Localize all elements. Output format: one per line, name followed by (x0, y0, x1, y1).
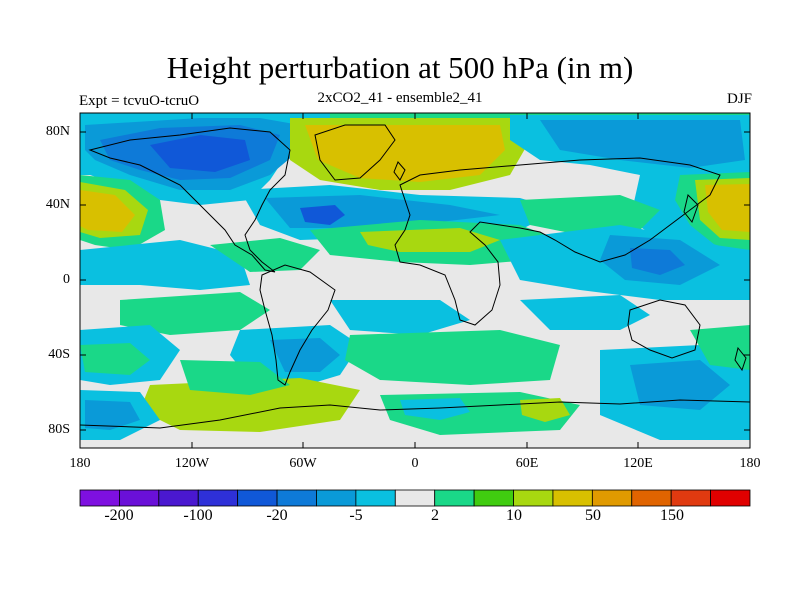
map-title: Height perturbation at 500 hPa (in m) (166, 50, 634, 85)
colorbar-box (434, 489, 475, 507)
eurasia-mid-green (520, 195, 660, 235)
colorbar-box (394, 489, 436, 507)
antarctic-cyan-central (400, 398, 470, 420)
colorbar-box (316, 489, 357, 507)
lat-ticks (80, 131, 750, 431)
antarctic-lime-east (520, 398, 570, 422)
colorbar-label: 150 (660, 507, 684, 524)
lon-label-0: 0 (411, 456, 419, 471)
south-pacific-green (120, 292, 270, 335)
east-pacific-cyan (80, 240, 250, 290)
lat-label-80n: 80N (45, 124, 70, 139)
colorbar-box (591, 489, 633, 507)
colorbar-box (710, 489, 751, 507)
colorbar-box (119, 489, 160, 507)
atlantic-trough-core (300, 205, 345, 225)
colorbar-box (552, 489, 593, 507)
greenland-high-yellow (305, 125, 505, 182)
colorbar-label: -20 (266, 507, 288, 524)
colorbar-box (197, 489, 239, 507)
japan-coast (683, 194, 699, 224)
lon-ticks (79, 113, 751, 448)
southern-atlantic-cyan (330, 300, 470, 335)
australia-south-blue (630, 360, 730, 410)
south-atlantic-green (345, 330, 560, 385)
colorbar-box (79, 489, 120, 507)
colorbar-box (276, 489, 317, 507)
new-zealand-coast (734, 346, 747, 372)
eurasia-africa-coast (394, 157, 721, 326)
antarctic-lime-band (140, 378, 360, 432)
colorbar-box (670, 489, 711, 507)
north-america-coast (88, 127, 291, 273)
lon-label-60w: 60W (289, 456, 317, 471)
colorbar-box (513, 489, 554, 507)
colorbar (79, 489, 751, 507)
colorbar-box (355, 489, 396, 507)
south-america-blue (270, 338, 340, 372)
pacific-high-right-yellow (705, 184, 750, 232)
lon-label-180-west: 180 (69, 456, 91, 471)
colorbar-label: -200 (104, 507, 134, 524)
siberia-midblue (540, 120, 745, 168)
canada-core-blue (150, 135, 250, 172)
colorbar-label: -100 (183, 507, 213, 524)
antarctic-blue-west (85, 400, 140, 430)
colorbar-box (473, 489, 514, 507)
colorbar-box (237, 489, 278, 507)
south-america-coast (259, 264, 336, 386)
lon-label-120w: 120W (174, 456, 210, 471)
lon-label-180-east: 180 (739, 456, 761, 471)
indo-pacific-darkblue (630, 248, 685, 275)
coastlines (80, 124, 750, 429)
colorbar-box (631, 489, 672, 507)
lon-label-60e: 60E (515, 456, 539, 471)
pacific-high-left-yellow (80, 190, 135, 232)
contour-field (80, 113, 750, 448)
greenland-coast (314, 124, 396, 181)
experiment-label: Expt = tcvuO-tcruO (79, 93, 200, 109)
antarctic-green-band-west (180, 360, 290, 395)
lat-label-80s: 80S (48, 422, 70, 437)
lat-label-40s: 40S (48, 347, 70, 362)
uk-coast (393, 161, 406, 181)
australia-coast (627, 299, 701, 359)
colorbar-box (158, 489, 199, 507)
colorbar-label: 50 (585, 507, 601, 524)
colorbar-label: 10 (506, 507, 522, 524)
antarctica-coast (80, 399, 750, 429)
south-east-pacific-green (80, 343, 150, 375)
southern-indian-cyan (520, 295, 650, 330)
season-label: DJF (726, 91, 752, 107)
ensemble-label: 2xCO2_41 - ensemble2_41 (317, 90, 483, 106)
lat-label-40n: 40N (45, 197, 70, 212)
lon-label-120e: 120E (623, 456, 653, 471)
lat-label-equator: 0 (63, 272, 70, 287)
colorbar-label: -5 (349, 507, 363, 524)
colorbar-label: 2 (431, 507, 439, 524)
